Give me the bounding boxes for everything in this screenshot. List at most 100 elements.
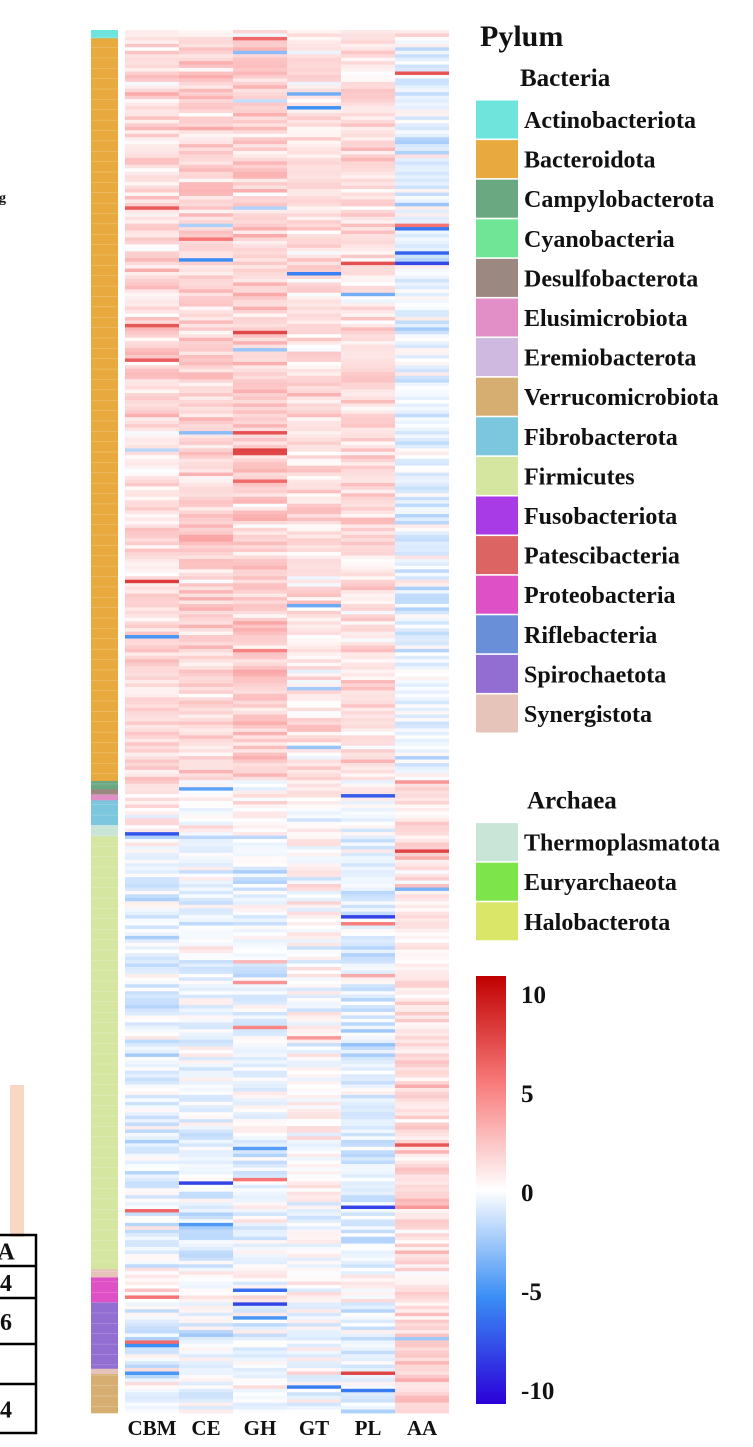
heatmap-cell <box>395 500 449 505</box>
heatmap-cell <box>395 980 449 985</box>
strip-row-separator <box>91 119 118 121</box>
heatmap-cell <box>179 973 233 978</box>
heatmap-cell <box>341 1264 395 1269</box>
heatmap-cell <box>179 496 233 501</box>
heatmap-cell <box>233 545 287 550</box>
heatmap-cell <box>287 99 341 104</box>
heatmap-cell <box>287 662 341 667</box>
heatmap-cell <box>341 932 395 937</box>
heatmap-cell <box>341 572 395 577</box>
heatmap-cell <box>125 185 179 190</box>
heatmap-cell <box>287 752 341 757</box>
heatmap-cell <box>125 998 179 1002</box>
heatmap-cell <box>179 1271 233 1276</box>
heatmap-cell <box>341 925 395 930</box>
heatmap-cell <box>395 562 449 567</box>
heatmap-cell <box>233 1122 287 1127</box>
heatmap-cell <box>395 977 449 982</box>
heatmap-cell <box>287 482 341 487</box>
heatmap-cell <box>179 749 233 754</box>
heatmap-cell <box>233 1046 287 1051</box>
heatmap-cell <box>341 361 395 366</box>
heatmap-cell <box>395 1388 449 1393</box>
heatmap-cell <box>179 1070 233 1075</box>
heatmap-cell <box>125 99 179 104</box>
heatmap-cell <box>341 358 395 363</box>
heatmap-cell <box>233 244 287 249</box>
legend-title: Pylum <box>480 20 563 53</box>
heatmap-cell <box>233 742 287 747</box>
heatmap-cell <box>395 645 449 650</box>
strip-row-separator <box>91 794 118 795</box>
heatmap-cell <box>395 1409 449 1414</box>
heatmap-cell <box>233 351 287 356</box>
heatmap-cell <box>179 1081 233 1085</box>
heatmap-cell <box>341 375 395 380</box>
heatmap-cell <box>287 728 341 733</box>
heatmap-cell <box>287 189 341 193</box>
heatmap-cell <box>287 586 341 591</box>
heatmap-cell <box>287 1108 341 1113</box>
heatmap-cell <box>125 126 179 131</box>
heatmap-cell <box>341 510 395 515</box>
heatmap-cell <box>395 469 449 473</box>
heatmap-cell <box>125 1354 179 1359</box>
heatmap-cell <box>233 652 287 657</box>
heatmap-cell <box>287 673 341 677</box>
heatmap-cell <box>287 818 341 823</box>
heatmap-cell <box>179 133 233 138</box>
heatmap-cell <box>287 1305 341 1310</box>
heatmap-cell <box>233 1029 287 1034</box>
heatmap-cell <box>179 569 233 574</box>
strip-row-separator <box>91 970 118 971</box>
heatmap-cell <box>395 776 449 781</box>
heatmap-cell <box>395 427 449 432</box>
heatmap-cell <box>341 1285 395 1289</box>
heatmap-cell <box>395 1195 449 1200</box>
heatmap-cell <box>395 299 449 304</box>
heatmap-cell <box>341 597 395 601</box>
heatmap-cell <box>179 603 233 608</box>
heatmap-cell <box>233 1205 287 1210</box>
heatmap-cell <box>179 1136 233 1141</box>
heatmap-cell <box>125 1126 179 1130</box>
heatmap-cell <box>179 1406 233 1410</box>
heatmap-cell <box>233 704 287 709</box>
strip-row-separator <box>91 389 118 391</box>
heatmap-cell <box>125 676 179 681</box>
heatmap-cell <box>341 1409 395 1414</box>
heatmap-cell <box>395 683 449 688</box>
heatmap-cell <box>341 901 395 906</box>
heatmap-cell <box>287 593 341 598</box>
heatmap-cell <box>287 614 341 619</box>
heatmap-cell <box>179 476 233 480</box>
heatmap-cell <box>179 154 233 159</box>
heatmap-cell <box>395 1011 449 1016</box>
heatmap-cell <box>125 1060 179 1065</box>
heatmap-cell <box>125 597 179 601</box>
heatmap-cell <box>233 1049 287 1054</box>
heatmap-cell <box>395 1371 449 1376</box>
heatmap-cell <box>233 1032 287 1037</box>
heatmap-cell <box>341 337 395 342</box>
heatmap-cell <box>179 189 233 193</box>
heatmap-cell <box>287 1340 341 1345</box>
heatmap-cell <box>395 1105 449 1110</box>
heatmap-cell <box>395 922 449 926</box>
heatmap-cell <box>395 1247 449 1251</box>
heatmap-cell <box>395 1022 449 1027</box>
heatmap-cell <box>341 144 395 148</box>
heatmap-cell <box>395 168 449 173</box>
heatmap-cell <box>341 648 395 653</box>
heatmap-cell <box>287 991 341 996</box>
heatmap-cell <box>125 1063 179 1068</box>
heatmap-cell <box>233 1309 287 1314</box>
heatmap-cell <box>125 458 179 463</box>
heatmap-cell <box>179 600 233 605</box>
heatmap-cell <box>125 189 179 193</box>
heatmap-cell <box>233 832 287 836</box>
heatmap-cell <box>341 209 395 214</box>
colorbar-tick-label: 5 <box>521 1081 534 1108</box>
heatmap-cell <box>125 780 179 785</box>
heatmap-cell <box>233 216 287 221</box>
